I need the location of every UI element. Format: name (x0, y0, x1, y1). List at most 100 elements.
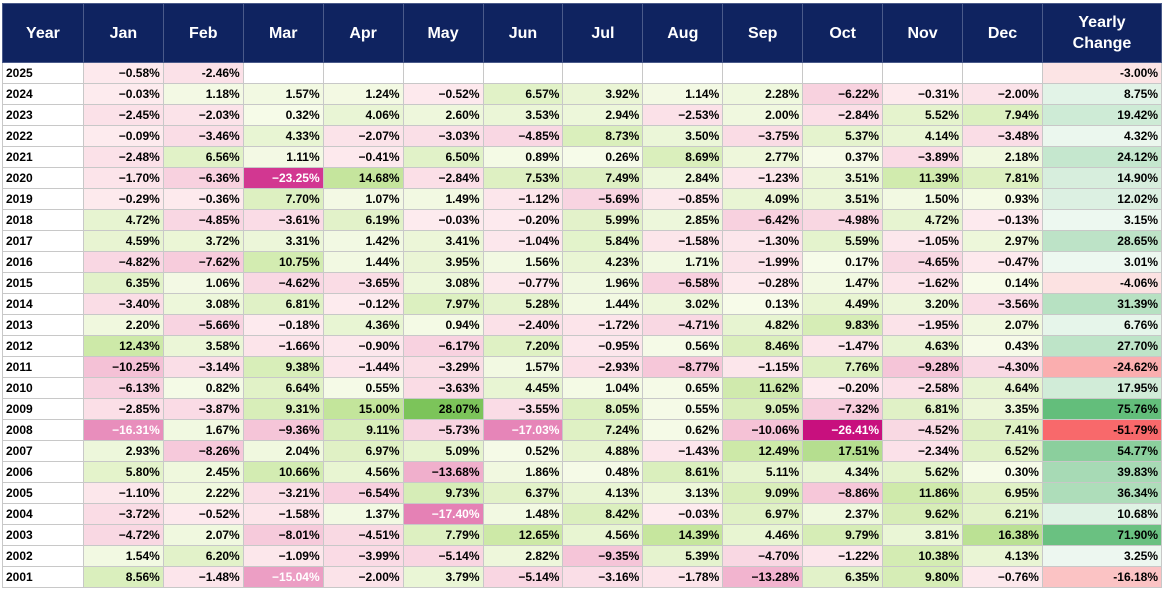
table-row: 2025 −0.58% -2.46% -3.00% (2, 62, 1162, 84)
month-return-cell: 0.17% (802, 251, 884, 273)
month-return-cell: 1.47% (802, 272, 884, 294)
month-return-cell: 4.33% (242, 125, 324, 147)
year-cell: 2013 (2, 314, 84, 336)
month-return-cell: 7.49% (562, 167, 644, 189)
month-return-cell: 4.09% (722, 188, 804, 210)
month-return-cell: 6.64% (242, 377, 324, 399)
yearly-change-cell: -51.79% (1041, 419, 1162, 441)
month-return-cell: −17.40% (402, 503, 484, 525)
month-return-cell: 4.46% (722, 524, 804, 546)
month-return-cell: −0.18% (242, 314, 324, 336)
yearly-change-cell: 24.12% (1041, 146, 1162, 168)
month-return-cell: −6.36% (162, 167, 244, 189)
year-cell: 2015 (2, 272, 84, 294)
month-return-cell: −3.65% (322, 272, 404, 294)
month-return-cell: −9.36% (242, 419, 324, 441)
month-return-cell: −1.09% (242, 545, 324, 567)
month-return-cell: −4.52% (882, 419, 964, 441)
header-year: Year (2, 3, 84, 63)
month-return-cell: 7.94% (962, 104, 1043, 126)
month-return-cell: 9.73% (402, 482, 484, 504)
month-return-cell: −3.75% (722, 125, 804, 147)
table-row: 2012 12.43% 3.58% −1.66% −0.90% −6.17% 7.20% −0… (2, 335, 1162, 357)
table-row: 2007 2.93% −8.26% 2.04% 6.97% 5.09% 0.52% 4.88%… (2, 440, 1162, 462)
table-row: 2019 −0.29% −0.36% 7.70% 1.07% 1.49% −1.12% −5.… (2, 188, 1162, 210)
month-return-cell: −15.04% (242, 566, 324, 588)
table-header: Year Jan Feb Mar Apr May Jun Jul Aug Sep… (2, 3, 1162, 63)
header-yearly-change: Yearly Change (1041, 3, 1162, 63)
yearly-change-cell: 31.39% (1041, 293, 1162, 315)
month-return-cell: 0.56% (642, 335, 724, 357)
month-return-cell: 1.49% (402, 188, 484, 210)
table-row: 2011 −10.25% −3.14% 9.38% −1.44% −3.29% 1.57% −… (2, 356, 1162, 378)
month-return-cell: −0.85% (642, 188, 724, 210)
month-return-cell: 9.83% (802, 314, 884, 336)
month-return-cell: 5.62% (882, 461, 964, 483)
month-return-cell: 6.52% (962, 440, 1043, 462)
table-row: 2002 1.54% 6.20% −1.09% −3.99% −5.14% 2.82% −9.… (2, 545, 1162, 567)
year-cell: 2014 (2, 293, 84, 315)
yearly-change-cell: 71.90% (1041, 524, 1162, 546)
month-return-cell: −1.10% (82, 482, 164, 504)
month-return-cell: 3.81% (882, 524, 964, 546)
yearly-change-cell: -24.62% (1041, 356, 1162, 378)
month-return-cell: 2.22% (162, 482, 244, 504)
month-return-cell: 15.00% (322, 398, 404, 420)
month-return-cell: −3.29% (402, 356, 484, 378)
table-row: 2006 5.80% 2.45% 10.66% 4.56% −13.68% 1.86% 0.4… (2, 461, 1162, 483)
month-return-cell: −1.22% (802, 545, 884, 567)
month-return-cell: 3.02% (642, 293, 724, 315)
yearly-change-cell: 54.77% (1041, 440, 1162, 462)
month-return-cell: 6.81% (242, 293, 324, 315)
month-return-cell: −1.43% (642, 440, 724, 462)
month-return-cell: −3.89% (882, 146, 964, 168)
month-return-cell: 10.66% (242, 461, 324, 483)
header-month: Mar (242, 3, 324, 63)
month-return-cell: 11.39% (882, 167, 964, 189)
month-return-cell: 6.95% (962, 482, 1043, 504)
monthly-returns-table: Year Jan Feb Mar Apr May Jun Jul Aug Sep… (2, 3, 1162, 588)
year-cell: 2011 (2, 356, 84, 378)
month-return-cell: 4.72% (882, 209, 964, 231)
month-return-cell: −0.90% (322, 335, 404, 357)
month-return-cell: 2.93% (82, 440, 164, 462)
month-return-cell (802, 62, 884, 84)
month-return-cell: 9.31% (242, 398, 324, 420)
month-return-cell: 1.44% (562, 293, 644, 315)
month-return-cell: −4.30% (962, 356, 1043, 378)
month-return-cell: −1.30% (722, 230, 804, 252)
month-return-cell: 7.53% (482, 167, 564, 189)
table-row: 2020 −1.70% −6.36% −23.25% 14.68% −2.84% 7.53%… (2, 167, 1162, 189)
month-return-cell: −1.95% (882, 314, 964, 336)
month-return-cell: 6.35% (82, 272, 164, 294)
month-return-cell: −0.95% (562, 335, 644, 357)
month-return-cell: 4.34% (802, 461, 884, 483)
month-return-cell: −5.66% (162, 314, 244, 336)
header-month: Oct (802, 3, 884, 63)
month-return-cell: −4.85% (162, 209, 244, 231)
month-return-cell: 3.08% (162, 293, 244, 315)
year-cell: 2010 (2, 377, 84, 399)
table-row: 2013 2.20% −5.66% −0.18% 4.36% 0.94% −2.40% −1.… (2, 314, 1162, 336)
month-return-cell (322, 62, 404, 84)
table-row: 2010 −6.13% 0.82% 6.64% 0.55% −3.63% 4.45% 1.04… (2, 377, 1162, 399)
month-return-cell: 1.24% (322, 83, 404, 105)
year-cell: 2004 (2, 503, 84, 525)
month-return-cell: 1.37% (322, 503, 404, 525)
month-return-cell: −4.71% (642, 314, 724, 336)
month-return-cell: 10.75% (242, 251, 324, 273)
month-return-cell: 9.38% (242, 356, 324, 378)
month-return-cell: −4.98% (802, 209, 884, 231)
month-return-cell: −3.40% (82, 293, 164, 315)
month-return-cell: −0.31% (882, 83, 964, 105)
month-return-cell: 6.19% (322, 209, 404, 231)
month-return-cell: −2.34% (882, 440, 964, 462)
month-return-cell: −4.85% (482, 125, 564, 147)
month-return-cell: 4.64% (962, 377, 1043, 399)
yearly-change-cell: 4.32% (1041, 125, 1162, 147)
month-return-cell: 1.18% (162, 83, 244, 105)
header-month: Jan (82, 3, 164, 63)
month-return-cell: −16.31% (82, 419, 164, 441)
month-return-cell: −5.14% (482, 566, 564, 588)
month-return-cell: 1.71% (642, 251, 724, 273)
